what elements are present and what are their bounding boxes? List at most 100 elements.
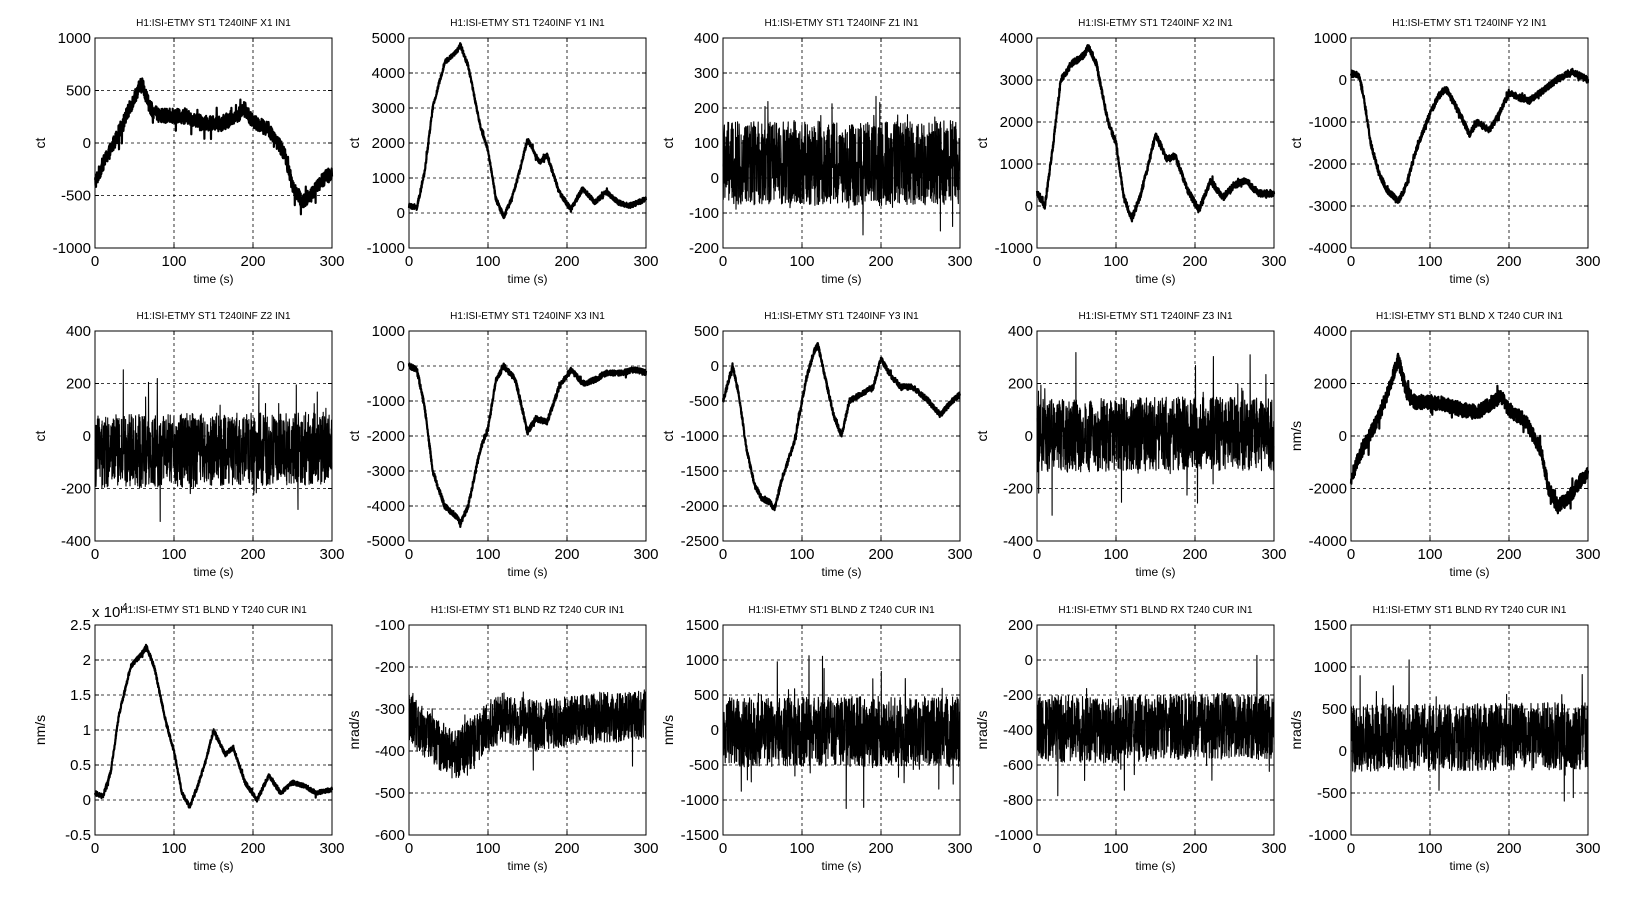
y-tick-label: -1000 xyxy=(995,240,1033,257)
y-tick-label: 1.5 xyxy=(70,687,91,704)
y-axis-label: nrad/s xyxy=(1288,711,1304,750)
y-tick-label: -300 xyxy=(375,701,405,718)
plot-title: H1:ISI-ETMY ST1 T240INF Z3 IN1 xyxy=(1078,311,1233,322)
axis-exponent-power: 4 xyxy=(122,602,128,613)
y-tick-label: 0 xyxy=(711,358,719,375)
y-tick-label: 5000 xyxy=(372,30,405,47)
y-tick-label: -500 xyxy=(1317,785,1347,802)
x-tick-label: 200 xyxy=(1496,840,1521,857)
y-tick-label: 1000 xyxy=(686,652,719,669)
x-tick-label: 100 xyxy=(161,840,186,857)
subplot-3: 0 100 200 300 -200 -100 0 100 200 300 400 H1:ISI-ET… xyxy=(660,18,973,286)
signal-trace xyxy=(722,655,961,810)
y-tick-label: -2000 xyxy=(367,428,405,445)
subplot-12: 0 100 200 300 -600 -500 -400 -300 -200 -100 H1:ISI… xyxy=(346,605,659,873)
y-tick-label: 0 xyxy=(83,428,91,445)
x-axis-label: time (s) xyxy=(1450,859,1490,873)
y-tick-label: -1000 xyxy=(681,428,719,445)
x-tick-label: 200 xyxy=(868,253,893,270)
y-tick-label: 500 xyxy=(694,323,719,340)
subplot-15: 0 100 200 300 -1000 -500 0 500 1000 1500 H1:ISI-ET… xyxy=(1288,605,1601,873)
y-tick-label: -2000 xyxy=(681,498,719,515)
y-tick-label: 2000 xyxy=(1314,376,1347,393)
signal-trace xyxy=(1036,352,1275,516)
subplot-14: 0 100 200 300 -1000 -800 -600 -400 -200 0 200 H1:IS… xyxy=(974,605,1287,873)
signal-trace xyxy=(1349,67,1590,204)
x-axis-label: time (s) xyxy=(194,859,234,873)
y-tick-label: 4000 xyxy=(1000,30,1033,47)
plot-title: H1:ISI-ETMY ST1 BLND RX T240 CUR IN1 xyxy=(1058,605,1253,616)
x-tick-label: 0 xyxy=(1033,840,1041,857)
y-tick-label: 4000 xyxy=(372,65,405,82)
y-tick-label: -1000 xyxy=(53,240,91,257)
x-tick-label: 0 xyxy=(1347,546,1355,563)
x-tick-label: 200 xyxy=(240,840,265,857)
y-tick-label: -100 xyxy=(689,205,719,222)
y-tick-label: 200 xyxy=(66,376,91,393)
y-tick-label: -600 xyxy=(1003,757,1033,774)
x-tick-label: 0 xyxy=(719,546,727,563)
y-tick-label: -200 xyxy=(1003,481,1033,498)
plot-title: H1:ISI-ETMY ST1 BLND X T240 CUR IN1 xyxy=(1376,311,1563,322)
y-tick-label: 0.5 xyxy=(70,757,91,774)
x-tick-label: 100 xyxy=(161,253,186,270)
axes-frame xyxy=(1350,330,1589,542)
y-tick-label: -400 xyxy=(1003,722,1033,739)
x-axis-label: time (s) xyxy=(194,565,234,579)
y-tick-label: -400 xyxy=(61,533,91,550)
y-tick-label: 0 xyxy=(1339,743,1347,760)
y-tick-label: -400 xyxy=(375,743,405,760)
y-tick-label: 200 xyxy=(1008,376,1033,393)
x-axis-label: time (s) xyxy=(822,565,862,579)
x-tick-label: 300 xyxy=(1261,253,1286,270)
subplot-10: 0 100 200 300 -4000 -2000 0 2000 4000 H1:ISI-ETMY… xyxy=(1288,311,1601,579)
y-tick-label: -4000 xyxy=(367,498,405,515)
x-tick-label: 100 xyxy=(789,546,814,563)
x-tick-label: 0 xyxy=(91,840,99,857)
x-tick-label: 200 xyxy=(868,546,893,563)
axes-frame xyxy=(1036,37,1275,249)
subplot-13: 0 100 200 300 -1500 -1000 -500 0 500 1000 1500 H1:I… xyxy=(660,605,973,873)
y-tick-label: 1000 xyxy=(1314,659,1347,676)
x-tick-label: 300 xyxy=(947,546,972,563)
x-tick-label: 200 xyxy=(240,253,265,270)
x-tick-label: 200 xyxy=(554,546,579,563)
x-tick-label: 100 xyxy=(161,546,186,563)
y-tick-label: -500 xyxy=(689,393,719,410)
y-tick-label: -200 xyxy=(1003,687,1033,704)
y-tick-label: 2 xyxy=(83,652,91,669)
x-tick-label: 0 xyxy=(91,253,99,270)
plot-title: H1:ISI-ETMY ST1 BLND RZ T240 CUR IN1 xyxy=(431,605,625,616)
y-tick-label: -1000 xyxy=(681,792,719,809)
axes-frame xyxy=(94,37,333,249)
y-tick-label: -1000 xyxy=(367,240,405,257)
x-tick-label: 100 xyxy=(1417,546,1442,563)
x-tick-label: 300 xyxy=(319,840,344,857)
x-tick-label: 200 xyxy=(554,253,579,270)
x-axis-label: time (s) xyxy=(822,272,862,286)
axes-frame xyxy=(1350,624,1589,836)
plot-title: H1:ISI-ETMY ST1 BLND RY T240 CUR IN1 xyxy=(1373,605,1567,616)
y-tick-label: -4000 xyxy=(1309,533,1347,550)
x-tick-label: 100 xyxy=(1417,840,1442,857)
x-axis-label: time (s) xyxy=(508,272,548,286)
x-tick-label: 0 xyxy=(719,840,727,857)
x-tick-label: 300 xyxy=(947,253,972,270)
x-tick-label: 200 xyxy=(240,546,265,563)
x-tick-label: 0 xyxy=(91,546,99,563)
y-tick-label: -200 xyxy=(61,481,91,498)
x-tick-label: 100 xyxy=(475,546,500,563)
y-tick-label: 0 xyxy=(1339,72,1347,89)
x-tick-label: 300 xyxy=(633,546,658,563)
y-axis-label: ct xyxy=(1288,137,1304,148)
signal-trace xyxy=(1350,659,1589,802)
y-tick-label: 0 xyxy=(711,170,719,187)
y-tick-label: -2000 xyxy=(1309,481,1347,498)
x-tick-label: 300 xyxy=(1261,546,1286,563)
y-axis-label: ct xyxy=(346,137,362,148)
y-tick-label: -200 xyxy=(375,659,405,676)
subplot-6: 0 100 200 300 -400 -200 0 200 400 H1:ISI-ETMY ST1… xyxy=(32,311,345,579)
y-axis-label: ct xyxy=(32,430,48,441)
y-tick-label: -2000 xyxy=(1309,156,1347,173)
y-axis-label: ct xyxy=(660,430,676,441)
